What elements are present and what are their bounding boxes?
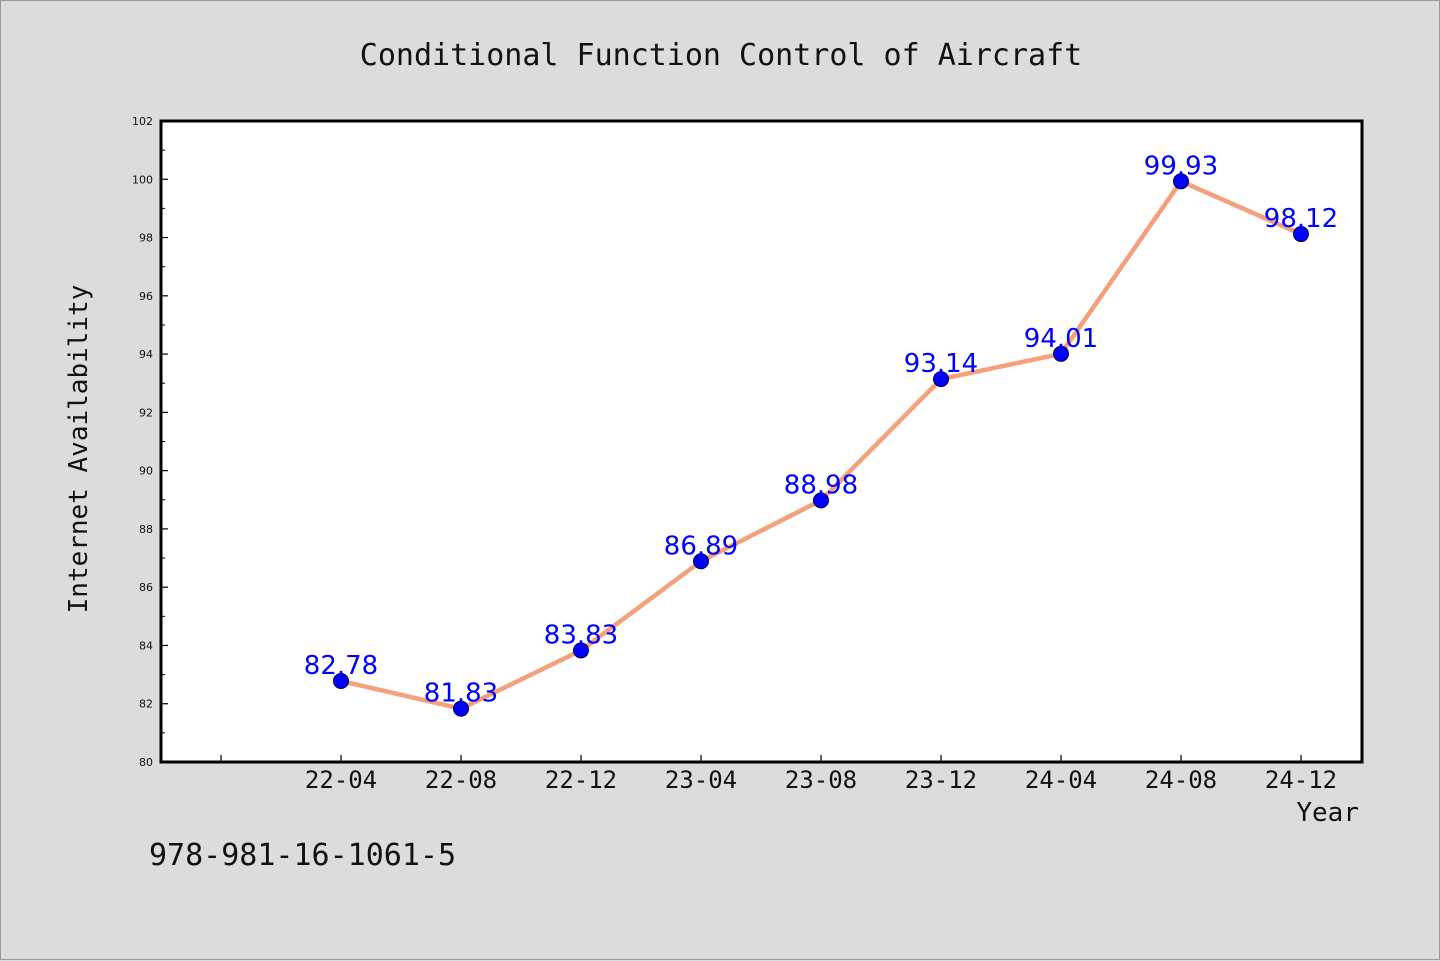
data-point-marker (1293, 226, 1309, 243)
chart-title: Conditional Function Control of Aircraft (360, 38, 1082, 73)
data-label: 88.98 (784, 470, 858, 500)
x-tick-label: 24-12 (1265, 766, 1337, 794)
x-tick-label: 22-12 (545, 766, 617, 794)
data-point-marker (693, 553, 709, 570)
data-label: 98.12 (1264, 204, 1338, 234)
data-point-marker (453, 700, 469, 717)
y-tick-label: 90 (139, 465, 153, 478)
x-axis: 22-04 22-08 22-12 23-04 23-08 23-12 24-04 24-08… (220, 755, 1337, 794)
y-tick-label: 100 (132, 173, 153, 186)
data-point-marker (933, 371, 949, 388)
y-tick-label: 94 (139, 348, 153, 361)
data-label: 99.93 (1144, 151, 1218, 181)
data-label: 93.14 (904, 349, 978, 379)
data-label: 94.01 (1024, 324, 1098, 354)
data-point-marker (813, 492, 829, 509)
data-point-marker (1173, 173, 1189, 190)
plot-area (159, 119, 1364, 764)
y-tick-label: 82 (139, 698, 153, 711)
y-tick-label: 88 (139, 523, 153, 536)
y-tick-label: 98 (139, 232, 153, 245)
data-label: 86.89 (664, 531, 738, 561)
y-tick-label: 96 (139, 290, 153, 303)
x-tick-label: 24-04 (1025, 766, 1097, 794)
x-tick-label: 24-08 (1145, 766, 1217, 794)
y-tick-label: 80 (139, 756, 153, 769)
y-tick-label: 84 (139, 639, 153, 652)
y-axis-label: Internet Availability (64, 285, 94, 614)
series-group: 82.78 81.83 83.83 86.89 88.98 93.14 94.01 99.93… (304, 151, 1338, 717)
data-label: 82.78 (304, 651, 378, 681)
y-axis: 80 82 84 86 88 90 92 94 96 98 100 102 (132, 115, 168, 769)
y-tick-label: 92 (139, 406, 153, 419)
x-tick-label: 23-12 (905, 766, 977, 794)
x-tick-label: 23-04 (665, 766, 737, 794)
data-point-marker (333, 673, 349, 690)
x-axis-label: Year (1296, 798, 1359, 828)
data-label: 83.83 (544, 620, 618, 650)
x-tick-label: 23-08 (785, 766, 857, 794)
y-tick-label: 102 (132, 115, 153, 128)
x-tick-label: 22-04 (305, 766, 377, 794)
data-label: 81.83 (424, 679, 498, 709)
y-tick-label: 86 (139, 581, 153, 594)
x-tick-label: 22-08 (425, 766, 497, 794)
data-point-marker (573, 642, 589, 659)
data-point-marker (1053, 345, 1069, 362)
footer-text: 978-981-16-1061-5 (149, 838, 456, 873)
